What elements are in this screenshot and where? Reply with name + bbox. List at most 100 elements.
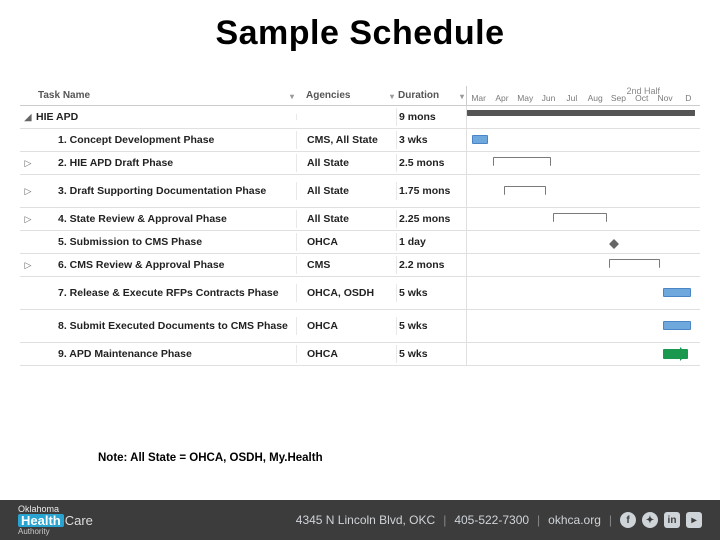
agency-cell: All State: [296, 210, 396, 228]
facebook-icon[interactable]: f: [620, 512, 636, 528]
agency-cell: All State: [296, 182, 396, 200]
timeline-header: 2nd Half MarAprMayJunJulAugSepOctNovD: [466, 86, 700, 105]
timeline-cell: [466, 343, 700, 365]
footer-phone: 405-522-7300: [454, 513, 529, 527]
slide-title: Sample Schedule: [0, 0, 720, 53]
month-label: Jul: [560, 93, 583, 103]
agency-cell: OHCA, OSDH: [296, 284, 396, 302]
agency-cell: [296, 114, 396, 120]
task-name: 8. Submit Executed Documents to CMS Phas…: [36, 317, 296, 335]
col-header-agency[interactable]: Agencies▾: [296, 86, 396, 105]
gantt-bar: [553, 213, 607, 222]
table-row: ▷2. HIE APD Draft PhaseAll State2.5 mons: [20, 152, 700, 175]
month-label: Apr: [490, 93, 513, 103]
task-name: 7. Release & Execute RFPs Contracts Phas…: [36, 284, 296, 302]
duration-cell: 2.2 mons: [396, 256, 466, 274]
footnote: Note: All State = OHCA, OSDH, My.Health: [98, 452, 323, 464]
gantt-bar: [609, 259, 660, 268]
task-name: 2. HIE APD Draft Phase: [36, 154, 296, 172]
gantt-bar: [663, 288, 691, 297]
footer-text: 4345 N Lincoln Blvd, OKC | 405-522-7300 …: [296, 512, 720, 528]
youtube-icon[interactable]: ▸: [686, 512, 702, 528]
agency-cell: All State: [296, 154, 396, 172]
duration-cell: 1.75 mons: [396, 182, 466, 200]
month-scale: MarAprMayJunJulAugSepOctNovD: [467, 93, 700, 103]
row-toggle[interactable]: ▷: [20, 158, 36, 169]
row-toggle[interactable]: ◢: [20, 112, 36, 123]
footer: Oklahoma Health Care Authority 4345 N Li…: [0, 500, 720, 540]
twitter-icon[interactable]: ✦: [642, 512, 658, 528]
timeline-cell: [466, 208, 700, 230]
task-name: 1. Concept Development Phase: [36, 131, 296, 149]
footer-address: 4345 N Lincoln Blvd, OKC: [296, 513, 435, 527]
duration-cell: 2.25 mons: [396, 210, 466, 228]
duration-cell: 2.5 mons: [396, 154, 466, 172]
agency-cell: OHCA: [296, 345, 396, 363]
gantt-bar: [504, 186, 546, 195]
timeline-cell: [466, 152, 700, 174]
table-row: 9. APD Maintenance PhaseOHCA5 wks: [20, 343, 700, 366]
logo: Oklahoma Health Care Authority: [18, 505, 93, 536]
month-label: Jun: [537, 93, 560, 103]
task-name: 9. APD Maintenance Phase: [36, 345, 296, 363]
gantt-bar: [472, 135, 488, 144]
timeline-cell: [466, 231, 700, 253]
timeline-cell: [466, 310, 700, 342]
task-name: HIE APD: [36, 108, 296, 126]
gantt-header: Task Name▾ Agencies▾ Duration▾ 2nd Half …: [20, 86, 700, 106]
month-label: Oct: [630, 93, 653, 103]
table-row: ▷3. Draft Supporting Documentation Phase…: [20, 175, 700, 208]
month-label: Aug: [583, 93, 606, 103]
gantt-bar: [467, 110, 695, 116]
month-label: D: [677, 93, 700, 103]
duration-cell: 1 day: [396, 233, 466, 251]
timeline-cell: [466, 129, 700, 151]
table-row: 8. Submit Executed Documents to CMS Phas…: [20, 310, 700, 343]
row-toggle[interactable]: ▷: [20, 260, 36, 271]
month-label: May: [514, 93, 537, 103]
gantt-chart: Task Name▾ Agencies▾ Duration▾ 2nd Half …: [20, 86, 700, 366]
linkedin-icon[interactable]: in: [664, 512, 680, 528]
chevron-down-icon: ▾: [290, 92, 294, 101]
social-icons: f ✦ in ▸: [620, 512, 702, 528]
agency-cell: OHCA: [296, 317, 396, 335]
gantt-bar: [663, 321, 691, 330]
task-name: 6. CMS Review & Approval Phase: [36, 256, 296, 274]
table-row: 1. Concept Development PhaseCMS, All Sta…: [20, 129, 700, 152]
col-header-duration[interactable]: Duration▾: [396, 86, 466, 105]
month-label: Nov: [653, 93, 676, 103]
row-toggle[interactable]: ▷: [20, 214, 36, 225]
timeline-cell: [466, 106, 700, 128]
duration-cell: 5 wks: [396, 284, 466, 302]
gantt-body: ◢HIE APD 9 mons 1. Concept Development Pha…: [20, 106, 700, 366]
table-row: ▷6. CMS Review & Approval PhaseCMS2.2 mo…: [20, 254, 700, 277]
duration-cell: 3 wks: [396, 131, 466, 149]
gantt-bar: [609, 234, 619, 244]
duration-cell: 5 wks: [396, 317, 466, 335]
chevron-down-icon: ▾: [460, 92, 464, 101]
agency-cell: CMS, All State: [296, 131, 396, 149]
month-label: Sep: [607, 93, 630, 103]
timeline-cell: [466, 175, 700, 207]
table-row: 5. Submission to CMS PhaseOHCA1 day: [20, 231, 700, 254]
table-row: ◢HIE APD 9 mons: [20, 106, 700, 129]
timeline-cell: [466, 277, 700, 309]
duration-cell: 9 mons: [396, 108, 466, 126]
agency-cell: CMS: [296, 256, 396, 274]
month-label: Mar: [467, 93, 490, 103]
task-name: 3. Draft Supporting Documentation Phase: [36, 182, 296, 200]
table-row: ▷4. State Review & Approval PhaseAll Sta…: [20, 208, 700, 231]
chevron-down-icon: ▾: [390, 92, 394, 101]
gantt-bar: [493, 157, 551, 166]
task-name: 5. Submission to CMS Phase: [36, 233, 296, 251]
duration-cell: 5 wks: [396, 345, 466, 363]
task-name: 4. State Review & Approval Phase: [36, 210, 296, 228]
table-row: 7. Release & Execute RFPs Contracts Phas…: [20, 277, 700, 310]
slide: Sample Schedule Task Name▾ Agencies▾ Dur…: [0, 0, 720, 540]
gantt-bar: [663, 349, 689, 359]
timeline-cell: [466, 254, 700, 276]
agency-cell: OHCA: [296, 233, 396, 251]
footer-site[interactable]: okhca.org: [548, 513, 601, 527]
row-toggle[interactable]: ▷: [20, 186, 36, 197]
col-header-task[interactable]: Task Name▾: [36, 86, 296, 105]
